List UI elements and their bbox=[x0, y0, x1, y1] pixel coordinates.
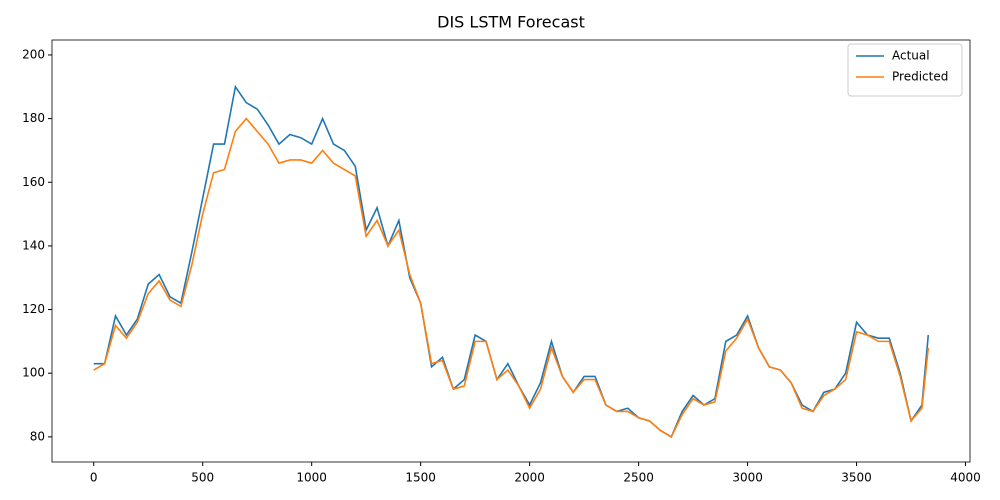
x-tick-label: 2000 bbox=[514, 471, 545, 485]
y-tick-label: 200 bbox=[22, 47, 45, 61]
legend-box bbox=[847, 43, 963, 97]
plot-frame bbox=[51, 39, 971, 463]
y-tick-label: 140 bbox=[22, 238, 45, 252]
x-tick-label: 3000 bbox=[732, 471, 763, 485]
y-tick-label: 80 bbox=[30, 429, 45, 443]
series-line bbox=[93, 117, 930, 438]
x-tick-label: 1000 bbox=[296, 471, 327, 485]
legend-label: Actual bbox=[892, 49, 930, 63]
y-tick-label: 120 bbox=[22, 302, 45, 316]
x-tick-label: 500 bbox=[191, 471, 214, 485]
x-tick-label: 3500 bbox=[841, 471, 872, 485]
y-tick-label: 100 bbox=[22, 366, 45, 380]
x-tick-label: 2500 bbox=[623, 471, 654, 485]
x-tick-label: 4000 bbox=[950, 471, 981, 485]
x-tick-label: 0 bbox=[90, 471, 98, 485]
x-tick-label: 1500 bbox=[405, 471, 436, 485]
chart-title: DIS LSTM Forecast bbox=[437, 13, 585, 32]
y-tick-label: 180 bbox=[22, 111, 45, 125]
y-tick-label: 160 bbox=[22, 175, 45, 189]
legend-label: Predicted bbox=[892, 70, 948, 84]
